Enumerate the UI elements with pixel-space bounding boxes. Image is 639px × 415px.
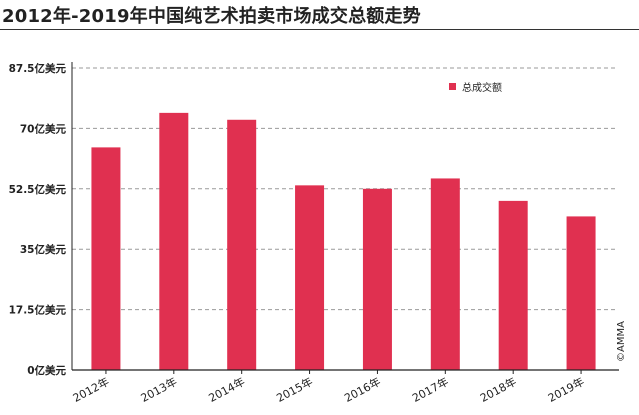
y-tick-label: 17.5亿美元 <box>9 304 67 317</box>
y-tick-labels: 0亿美元 17.5亿美元 35亿美元 52.5亿美元 70亿美元 87.5亿美元 <box>9 62 67 377</box>
legend: 总成交额 <box>449 81 502 94</box>
x-tick-label: 2014年 <box>206 374 247 405</box>
x-tick-label: 2016年 <box>342 374 383 405</box>
axes <box>71 62 619 374</box>
y-tick-label: 87.5亿美元 <box>9 62 67 75</box>
bar <box>362 188 392 370</box>
bar <box>498 200 528 370</box>
gridlines <box>72 67 615 311</box>
y-tick-label: 0亿美元 <box>27 364 66 377</box>
title-divider <box>0 29 639 30</box>
bar <box>566 216 596 370</box>
x-tick-label: 2019年 <box>545 374 586 405</box>
x-tick-label: 2018年 <box>478 374 519 405</box>
bar <box>430 178 460 370</box>
y-tick-label: 35亿美元 <box>20 243 67 256</box>
legend-swatch <box>449 83 456 90</box>
bar <box>91 147 121 370</box>
x-tick-label: 2012年 <box>70 374 111 405</box>
chart-title: 2012年-2019年中国纯艺术拍卖市场成交总额走势 <box>2 6 421 27</box>
bar <box>227 119 257 371</box>
source-note: ©AMMA <box>616 321 627 362</box>
x-tick-label: 2013年 <box>138 374 179 405</box>
bars <box>91 112 596 371</box>
x-tick-label: 2015年 <box>274 374 315 405</box>
x-tick-label: 2017年 <box>410 374 451 405</box>
x-tick-labels: 2012年 2013年 2014年 2015年 2016年 2017年 2018年 2019年 <box>70 374 586 405</box>
legend-label: 总成交额 <box>462 81 502 94</box>
y-tick-label: 52.5亿美元 <box>9 183 67 196</box>
bar <box>295 185 325 370</box>
bar <box>159 112 189 371</box>
y-tick-label: 70亿美元 <box>20 122 67 135</box>
